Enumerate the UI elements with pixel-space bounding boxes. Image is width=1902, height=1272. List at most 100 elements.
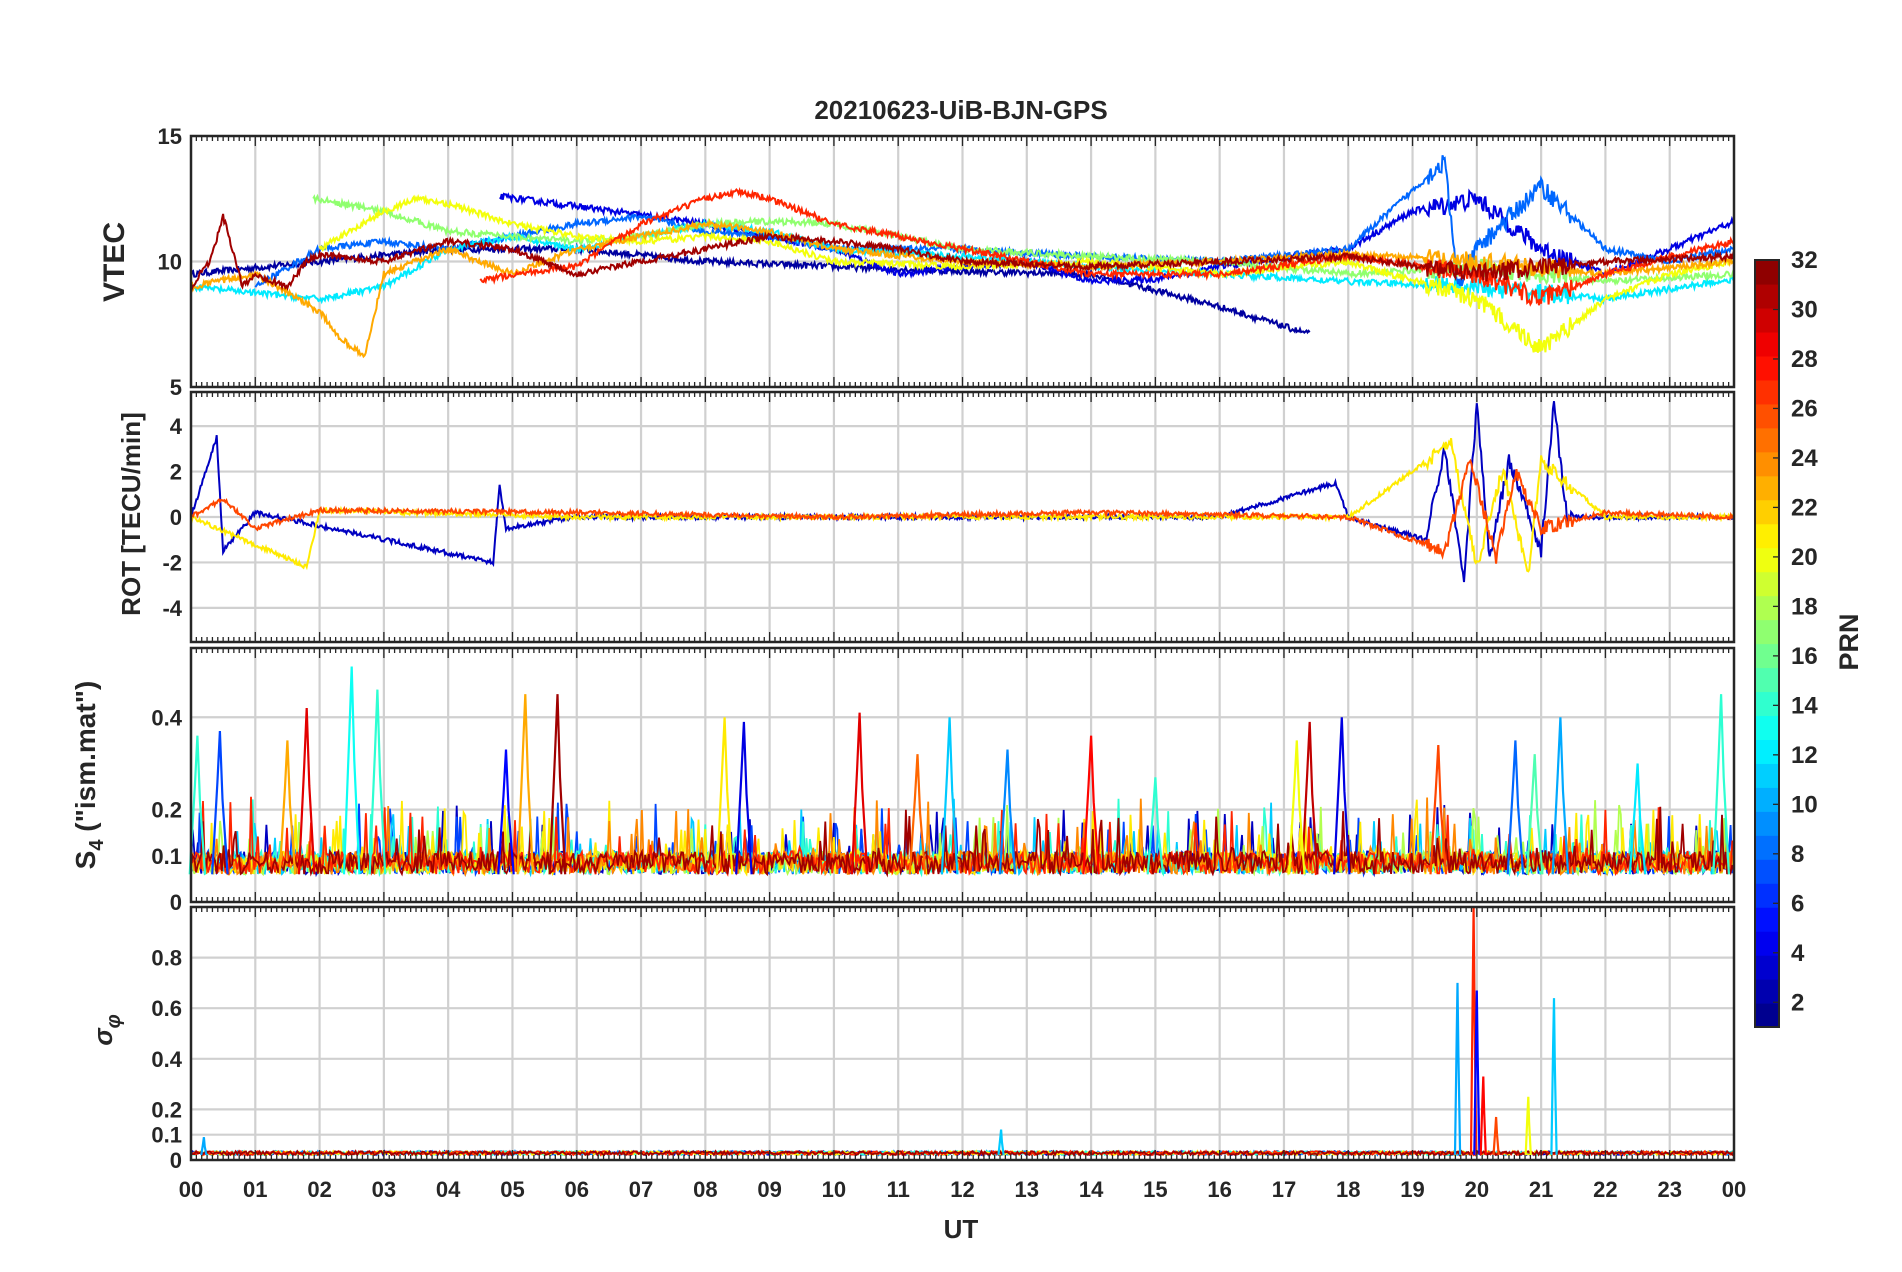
colorbar-segment xyxy=(1755,931,1779,956)
x-tick-label: 14 xyxy=(1079,1177,1104,1202)
y-tick-label: 0.2 xyxy=(151,798,182,823)
x-tick-label: 12 xyxy=(950,1177,974,1202)
panel-4: 0.8 0.6 0.4 0.20.10 σφ xyxy=(88,905,1736,1173)
peak-mark xyxy=(715,717,734,875)
x-axis: 00 01 02 03 04 05 06 07 08 09 10 11 12 13 14 15 16 17 18 19… xyxy=(179,1177,1746,1202)
series-line xyxy=(479,186,1735,307)
y-axis-label: ROT [TECU/min] xyxy=(116,412,146,616)
x-tick-label: 18 xyxy=(1336,1177,1360,1202)
peak-mark xyxy=(1288,740,1306,875)
x-tick-label: 09 xyxy=(757,1177,781,1202)
colorbar-segment xyxy=(1755,547,1779,573)
peak-mark xyxy=(368,689,387,875)
peak-mark xyxy=(1146,777,1165,875)
x-tick-label: 16 xyxy=(1207,1177,1231,1202)
x-tick-label: 17 xyxy=(1272,1177,1296,1202)
x-tick-label: 02 xyxy=(307,1177,331,1202)
colorbar-segment xyxy=(1755,763,1779,788)
colorbar-segment xyxy=(1755,355,1779,381)
peak-mark xyxy=(1506,740,1525,875)
y-label-subscript: φ xyxy=(103,1014,125,1028)
x-tick-label: 15 xyxy=(1143,1177,1167,1202)
colorbar-segment xyxy=(1755,955,1779,980)
y-tick-label: 0 xyxy=(170,505,182,530)
peak-mark xyxy=(1550,998,1558,1155)
y-label-rest: ("ism.mat") xyxy=(70,681,101,840)
colorbar-segment xyxy=(1755,523,1779,549)
colorbar-segment xyxy=(1755,427,1779,453)
colorbar-segment xyxy=(1755,499,1779,525)
x-axis-label: UT xyxy=(944,1214,979,1244)
peak-mark xyxy=(1473,990,1481,1155)
peak-mark xyxy=(735,721,753,875)
x-tick-label: 22 xyxy=(1593,1177,1617,1202)
x-tick-label: 03 xyxy=(372,1177,396,1202)
peak-mark xyxy=(1525,754,1544,875)
peak-mark xyxy=(940,717,959,875)
colorbar-tick-label: 20 xyxy=(1791,544,1818,571)
series-line xyxy=(190,401,1735,583)
colorbar-segment xyxy=(1755,907,1779,932)
colorbar-segment xyxy=(1755,715,1779,740)
colorbar-tick-label: 12 xyxy=(1791,742,1818,769)
colorbar-tick-label: 30 xyxy=(1791,296,1818,323)
peak-mark xyxy=(1479,1076,1487,1155)
y-axis-label: VTEC xyxy=(98,222,131,302)
peak-mark xyxy=(1429,744,1448,875)
colorbar-segment xyxy=(1755,979,1779,1004)
colorbar-tick-label: 24 xyxy=(1791,445,1818,472)
peak-mark xyxy=(1712,694,1730,875)
colorbar-segment xyxy=(1755,787,1779,812)
x-tick-label: 06 xyxy=(565,1177,589,1202)
colorbar-segment xyxy=(1755,403,1779,429)
colorbar-segment xyxy=(1755,691,1779,717)
colorbar-tick-label: 4 xyxy=(1791,940,1805,967)
y-tick-label: 0 xyxy=(170,890,182,915)
series-line xyxy=(190,458,1735,564)
series-line xyxy=(190,438,1735,573)
y-tick-label: -4 xyxy=(162,596,182,621)
x-tick-label: 21 xyxy=(1529,1177,1553,1202)
colorbar-segment xyxy=(1755,835,1779,860)
colorbar-tick-label: 10 xyxy=(1791,791,1818,818)
peak-mark xyxy=(1524,1096,1532,1155)
peak-mark xyxy=(998,749,1017,875)
peak-mark xyxy=(200,1137,208,1156)
colorbar-tick-label: 8 xyxy=(1791,841,1804,868)
peak-mark xyxy=(211,731,229,875)
peak-mark xyxy=(908,754,927,875)
panel-1-data xyxy=(190,155,1735,359)
y-tick-label: 0.1 xyxy=(151,844,182,869)
colorbar-segment xyxy=(1755,619,1779,645)
colorbar-tick-label: 32 xyxy=(1791,247,1818,274)
x-tick-label: 07 xyxy=(629,1177,653,1202)
panel-1: 15 10 5 VTEC xyxy=(98,124,1736,400)
colorbar-segment xyxy=(1755,283,1779,309)
colorbar-segment xyxy=(1755,475,1779,501)
panel-2: 4 2 0 -2 -4 ROT [TECU/min] xyxy=(116,390,1736,644)
peak-mark xyxy=(342,666,361,875)
peak-mark xyxy=(278,740,297,875)
x-tick-label: 05 xyxy=(500,1177,524,1202)
y-tick-label: 15 xyxy=(158,124,182,149)
panel-3: 0.4 0.2 0.1 0 S4 ("ism.mat") xyxy=(70,646,1736,915)
colorbar-segment xyxy=(1755,595,1779,621)
series-line xyxy=(499,188,1735,286)
series-trace xyxy=(190,806,1735,878)
x-tick-label: 08 xyxy=(693,1177,717,1202)
y-label-main: σ xyxy=(88,1027,118,1046)
colorbar-segment xyxy=(1755,739,1779,764)
y-tick-label: 2 xyxy=(170,460,182,485)
peak-mark xyxy=(997,1129,1005,1156)
colorbar-tick-label: 22 xyxy=(1791,494,1818,521)
y-tick-label: 0.8 xyxy=(151,946,182,971)
y-label-subscript: 4 xyxy=(86,839,108,851)
y-tick-label: 0.1 xyxy=(151,1123,182,1148)
y-tick-label: 4 xyxy=(170,414,183,439)
peak-mark xyxy=(188,735,207,875)
colorbar-label: PRN xyxy=(1834,613,1864,670)
x-tick-label: 19 xyxy=(1400,1177,1424,1202)
